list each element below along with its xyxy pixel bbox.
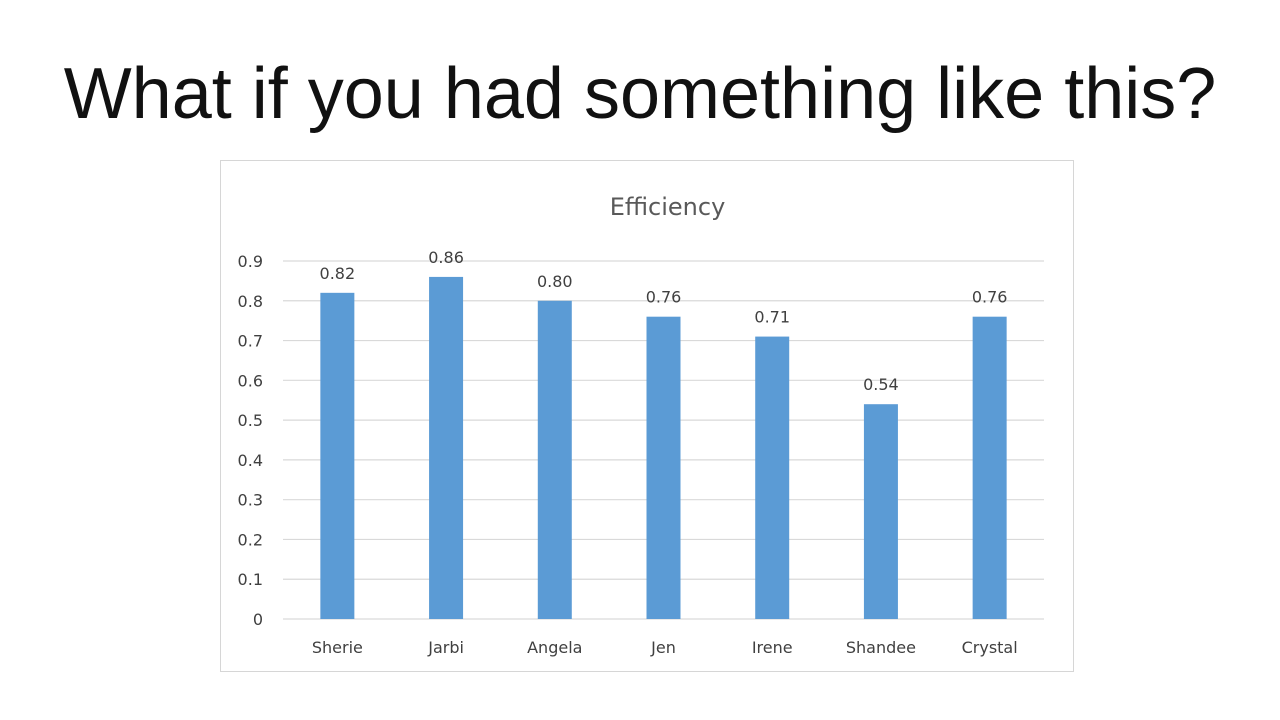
x-tick-label: Shandee (846, 638, 916, 657)
data-label: 0.54 (863, 375, 899, 394)
chart-frame: Efficiency 0 0.1 0.2 0.3 0.4 0.5 0.6 0.7 0.8 0.9 0.… (220, 160, 1074, 672)
y-tick-label: 0.2 (238, 530, 263, 549)
data-label: 0.80 (537, 272, 573, 291)
y-tick-label: 0.3 (238, 491, 263, 510)
chart-title: Efficiency (610, 193, 726, 221)
y-tick-label: 0.9 (238, 252, 263, 271)
x-tick-label: Jarbi (427, 638, 464, 657)
bar-crystal (972, 316, 1007, 619)
data-label: 0.86 (428, 248, 464, 267)
y-tick-label: 0.7 (238, 332, 263, 351)
x-tick-label: Crystal (962, 638, 1018, 657)
x-tick-label: Angela (527, 638, 582, 657)
y-tick-label: 0.8 (238, 292, 263, 311)
bar-shandee (863, 404, 898, 619)
slide-title: What if you had something like this? (63, 54, 1217, 134)
x-tick-label: Irene (752, 638, 793, 657)
y-tick-label: 0.5 (238, 411, 263, 430)
data-label: 0.76 (646, 288, 682, 307)
bar-jarbi (429, 276, 464, 619)
x-tick-label: Jen (650, 638, 676, 657)
bar-jen (646, 316, 681, 619)
y-tick-label: 0.6 (238, 371, 263, 390)
x-tick-label: Sherie (312, 638, 363, 657)
efficiency-chart: Efficiency 0 0.1 0.2 0.3 0.4 0.5 0.6 0.7 0.8 0.9 0.… (238, 193, 1044, 657)
y-tick-label: 0 (253, 610, 263, 629)
data-label: 0.82 (320, 264, 356, 283)
y-tick-label: 0.1 (238, 570, 263, 589)
bar-sherie (320, 292, 355, 619)
data-label: 0.76 (972, 288, 1008, 307)
bar-irene (755, 336, 790, 619)
bar-angela (537, 300, 572, 619)
data-label: 0.71 (754, 308, 790, 327)
y-tick-label: 0.4 (238, 451, 263, 470)
